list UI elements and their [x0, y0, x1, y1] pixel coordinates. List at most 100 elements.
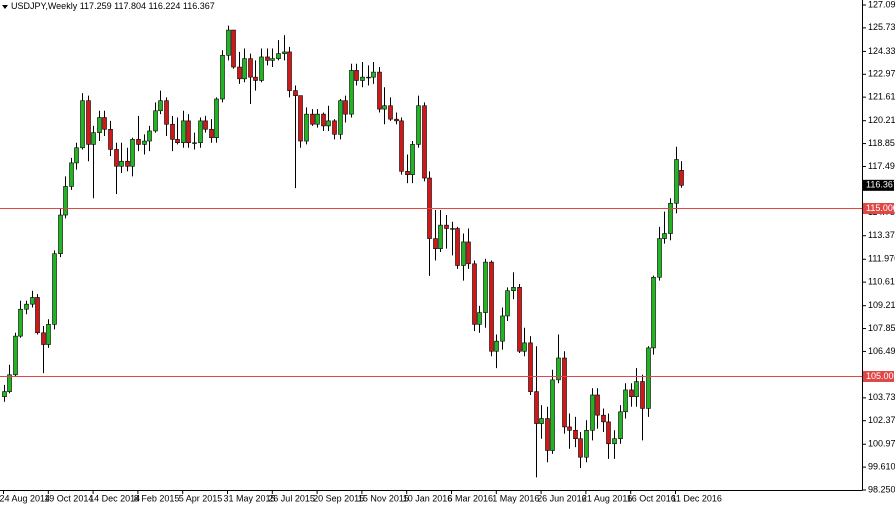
- horizontal-line-box: [863, 203, 894, 214]
- candle-body: [416, 105, 421, 145]
- candle-body: [438, 224, 443, 249]
- candle-body: [354, 70, 359, 81]
- candle-body: [494, 340, 499, 352]
- candle-body: [142, 140, 147, 145]
- x-tick-label: 14 Dec 2014: [89, 493, 140, 503]
- candle-body: [505, 290, 510, 317]
- y-tick-label: 107.850: [868, 323, 895, 333]
- candle-body: [444, 224, 449, 229]
- candle-body: [606, 421, 611, 445]
- candle-body: [483, 261, 488, 313]
- candle-body: [298, 95, 303, 142]
- candle-body: [198, 120, 203, 144]
- candle-body: [366, 76, 371, 79]
- candle-body: [556, 357, 561, 381]
- candle-body: [612, 438, 617, 445]
- x-tick-label: 11 Dec 2016: [672, 493, 722, 503]
- y-tick-label: 117.490: [868, 161, 895, 171]
- candle-body: [545, 418, 550, 451]
- candle-body: [461, 241, 466, 266]
- candle-body: [293, 90, 298, 96]
- candle-body: [7, 374, 12, 392]
- title-text: USDJPY,Weekly: [11, 1, 78, 11]
- candle-body: [410, 144, 415, 175]
- candle-body: [35, 297, 40, 334]
- candle-body: [147, 130, 152, 142]
- candle-body: [371, 71, 376, 78]
- candle-body: [539, 418, 544, 424]
- candle-body: [500, 315, 505, 342]
- candle-body: [590, 394, 595, 431]
- candle-body: [679, 170, 684, 186]
- candle-body: [63, 186, 68, 216]
- candle-body: [668, 202, 673, 234]
- candle-body: [86, 100, 91, 145]
- candle-body: [634, 381, 639, 397]
- candle-body: [181, 120, 186, 144]
- x-tick-label: 10 Jan 2016: [403, 493, 453, 503]
- candle-body: [360, 76, 365, 81]
- candle-body: [595, 394, 600, 416]
- y-tick-label: 118.850: [868, 138, 895, 148]
- candle-body: [114, 149, 119, 167]
- x-tick-label: 16 Oct 2016: [627, 493, 676, 503]
- candle-body: [573, 429, 578, 440]
- candle-body: [24, 303, 29, 310]
- candle-body: [674, 159, 679, 204]
- candle-body: [253, 76, 258, 81]
- candle-body: [310, 113, 315, 125]
- candle-body: [259, 56, 264, 81]
- candle-body: [209, 128, 214, 138]
- x-tick-label: 8 Feb 2015: [134, 493, 180, 503]
- candle-body: [175, 139, 180, 144]
- candle-body: [534, 391, 539, 424]
- horizontal-line-label: 115.000: [866, 203, 895, 213]
- candle-body: [618, 411, 623, 440]
- candle-body: [108, 128, 113, 150]
- current-price-box: [863, 179, 894, 191]
- candle-body: [102, 117, 107, 130]
- horizontal-line-box: [863, 371, 894, 382]
- x-tick-label: 19 Oct 2014: [44, 493, 93, 503]
- candle-body: [517, 287, 522, 352]
- candle-body: [248, 58, 253, 78]
- candle-body: [237, 66, 242, 80]
- candle-body: [388, 105, 393, 120]
- x-tick-label: 26 Jul 2015: [268, 493, 315, 503]
- candle-body: [186, 120, 191, 144]
- candle-body: [522, 342, 527, 352]
- y-tick-label: 120.210: [868, 115, 895, 125]
- candle-body: [511, 287, 516, 292]
- candle-body: [629, 389, 634, 397]
- candle-body: [91, 132, 96, 145]
- x-tick-label: 1 May 2016: [492, 493, 539, 503]
- candle-body: [332, 120, 337, 135]
- candle-body: [489, 261, 494, 352]
- x-tick-label: 21 Aug 2016: [582, 493, 633, 503]
- candle-body: [164, 100, 169, 125]
- candle-body: [58, 214, 63, 255]
- x-tick-label: 24 Aug 2014: [0, 493, 50, 503]
- last-close: 116.367: [183, 1, 215, 11]
- y-tick-label: 109.210: [868, 300, 895, 310]
- candle-body: [130, 139, 135, 167]
- candle-body: [74, 147, 79, 164]
- candle-body: [214, 98, 219, 138]
- candle-body: [405, 171, 410, 175]
- horizontal-line-label: 105.000: [866, 371, 895, 381]
- candle-body: [472, 263, 477, 325]
- y-tick-label: 106.490: [868, 346, 895, 356]
- candle-body: [2, 391, 7, 397]
- candle-body: [242, 58, 247, 80]
- candle-body: [265, 56, 270, 61]
- x-tick-label: 15 Nov 2015: [358, 493, 409, 503]
- candle-body: [343, 100, 348, 115]
- candle-body: [584, 429, 589, 458]
- candle-body: [231, 29, 236, 68]
- last-low: 116.224: [149, 1, 181, 11]
- candle-body: [170, 123, 175, 140]
- candle-body: [662, 233, 667, 239]
- candle-body: [528, 342, 533, 392]
